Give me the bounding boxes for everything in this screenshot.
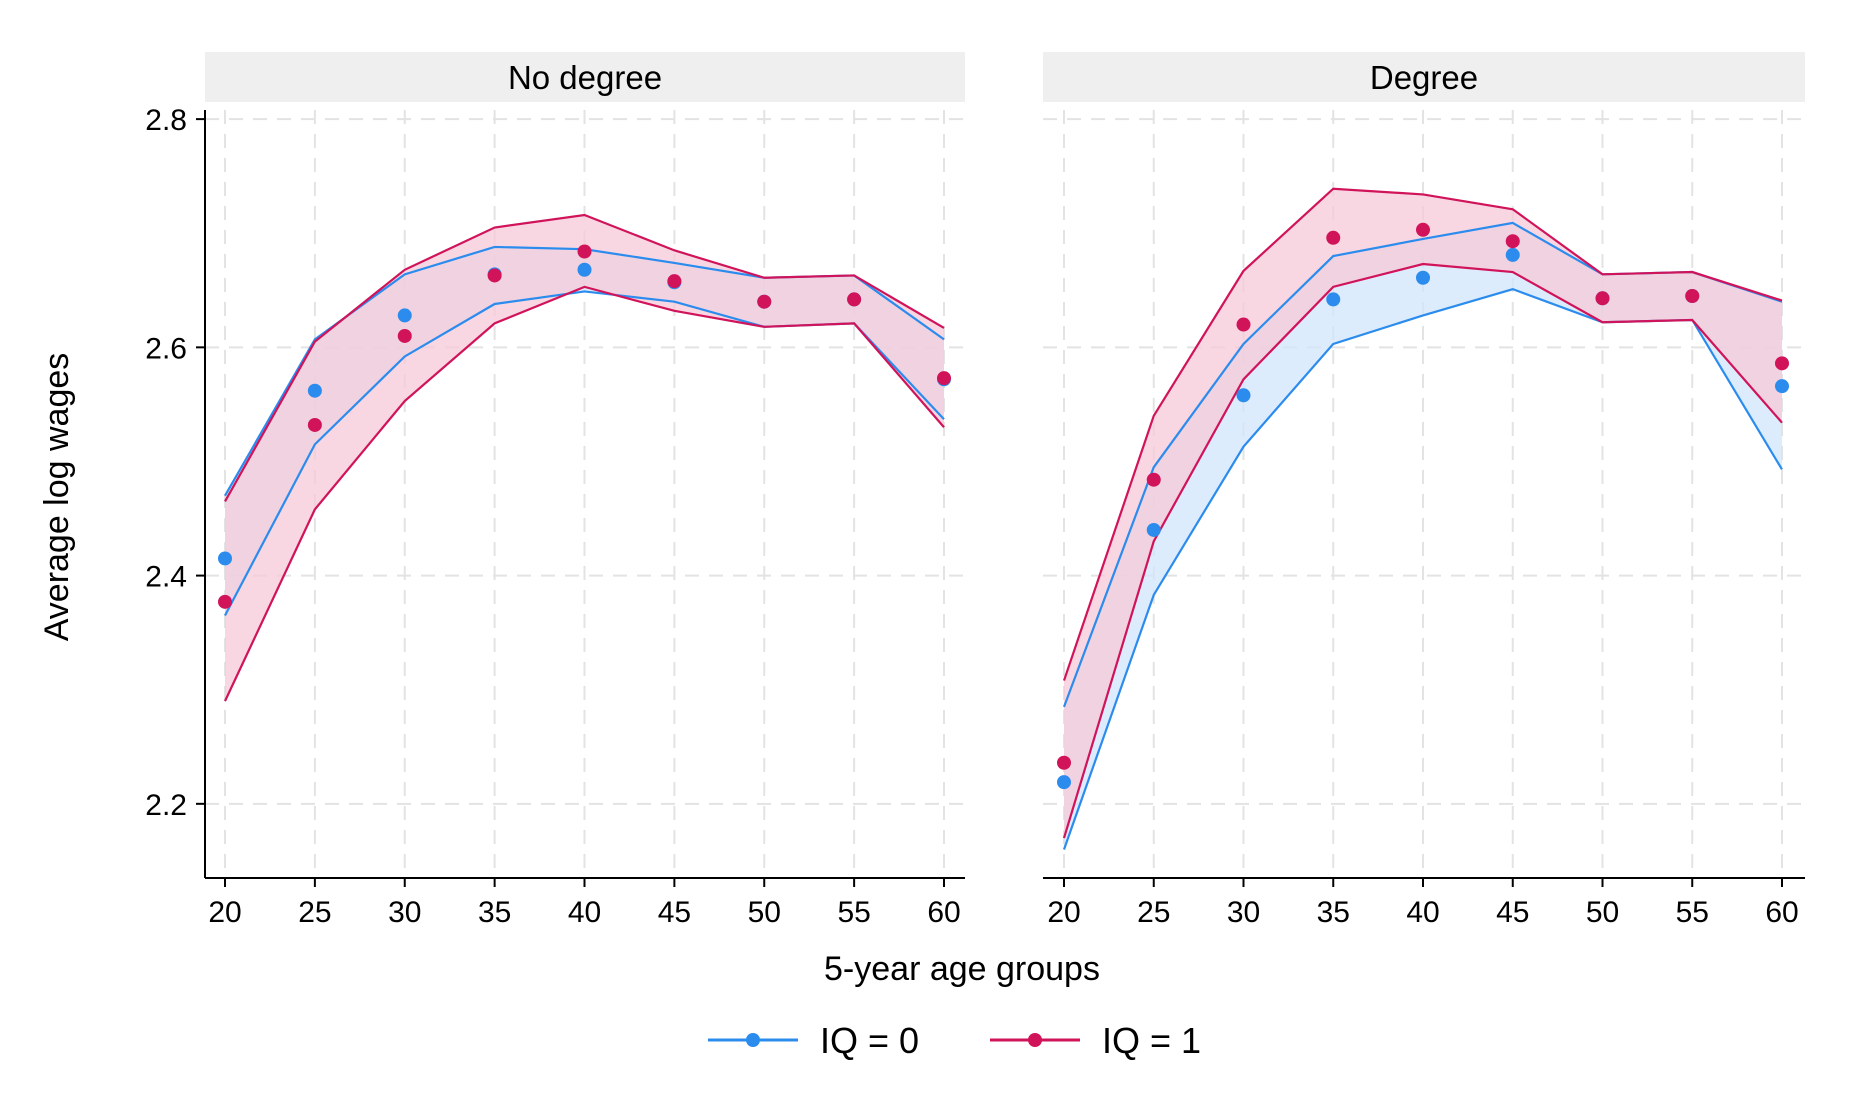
- ci-lower-iq1: [1062, 262, 1783, 839]
- data-point-iq1: [1146, 472, 1161, 487]
- data-point-iq0: [1505, 247, 1520, 262]
- panel-strip: [205, 52, 965, 102]
- data-point-iq1: [577, 244, 592, 259]
- y-tick-label: 2.8: [145, 104, 187, 137]
- x-tick-label: 60: [927, 896, 960, 929]
- x-tick-label: 40: [568, 896, 601, 929]
- panel-title: No degree: [508, 59, 662, 96]
- x-tick-label: 55: [1676, 896, 1709, 929]
- ci-lower-iq1: [224, 285, 945, 702]
- x-tick-label: 45: [1496, 896, 1529, 929]
- data-point-iq1: [1775, 356, 1789, 371]
- data-point-iq1: [1236, 317, 1251, 332]
- data-point-iq1: [487, 268, 502, 283]
- data-point-iq0: [577, 262, 592, 277]
- x-axis-title: 5-year age groups: [824, 950, 1100, 988]
- data-point-iq1: [847, 292, 862, 307]
- data-point-iq0: [1416, 270, 1430, 285]
- data-point-iq0: [1326, 292, 1341, 307]
- legend: IQ = 0 IQ = 1: [708, 1020, 1201, 1061]
- x-tick-label: 35: [1317, 896, 1350, 929]
- data-point-iq1: [397, 328, 412, 343]
- series-lines: [1057, 187, 1789, 850]
- data-point-iq1: [307, 417, 322, 432]
- x-tick-label: 40: [1406, 896, 1439, 929]
- x-tick-label: 25: [298, 896, 331, 929]
- panel-no-degree: No degree 2.2 2.4 2.6 2.8 20 25 30 35 40 45 50 55 60: [145, 52, 965, 929]
- data-point-iq1: [1416, 222, 1430, 237]
- x-tick-label: 55: [837, 896, 870, 929]
- legend-label: IQ = 0: [820, 1020, 919, 1061]
- data-point-iq0: [218, 551, 232, 566]
- panel-degree: Degree 20 25 30 35 40 45 50 55 60: [1043, 52, 1805, 929]
- data-point-iq0: [1236, 388, 1251, 403]
- x-tick-label: 45: [658, 896, 691, 929]
- x-tick-label: 50: [748, 896, 781, 929]
- x-tick-label: 50: [1586, 896, 1619, 929]
- panel-strip: [1043, 52, 1805, 102]
- data-point-iq0: [1775, 379, 1789, 394]
- y-axis-title: Average log wages: [38, 353, 76, 642]
- data-point-iq1: [1505, 234, 1520, 249]
- data-point-iq0: [1057, 775, 1071, 790]
- x-tick-label: 20: [208, 896, 241, 929]
- x-tick-label: 30: [388, 896, 421, 929]
- panel-title: Degree: [1370, 59, 1478, 96]
- ci-upper-iq1: [224, 213, 945, 502]
- data-point-iq1: [757, 294, 772, 309]
- y-tick-label: 2.2: [145, 789, 187, 822]
- data-point-iq1: [1326, 230, 1341, 245]
- data-point-iq1: [218, 594, 232, 609]
- series-lines: [218, 213, 951, 702]
- data-point-iq1: [1057, 755, 1071, 770]
- data-point-iq1: [937, 371, 951, 386]
- legend-item-iq0: IQ = 0: [708, 1020, 919, 1061]
- x-tick-label: 30: [1227, 896, 1260, 929]
- data-point-iq0: [1146, 522, 1161, 537]
- legend-label: IQ = 1: [1102, 1020, 1201, 1061]
- x-tick-label: 60: [1765, 896, 1798, 929]
- data-point-iq1: [1685, 289, 1700, 303]
- y-tick-label: 2.4: [145, 561, 187, 594]
- y-tick-label: 2.6: [145, 332, 187, 365]
- data-point-iq1: [667, 274, 682, 289]
- data-point-iq0: [397, 308, 412, 323]
- x-tick-label: 35: [478, 896, 511, 929]
- ci-upper-iq1: [1062, 187, 1783, 681]
- x-tick-label: 20: [1047, 896, 1080, 929]
- data-point-iq0: [307, 383, 322, 398]
- legend-swatch-marker: [746, 1033, 760, 1047]
- legend-swatch-marker: [1028, 1033, 1042, 1047]
- data-point-iq1: [1595, 291, 1610, 306]
- legend-item-iq1: IQ = 1: [990, 1020, 1201, 1061]
- x-tick-label: 25: [1137, 896, 1170, 929]
- ci-band-iq1: [1064, 188, 1782, 839]
